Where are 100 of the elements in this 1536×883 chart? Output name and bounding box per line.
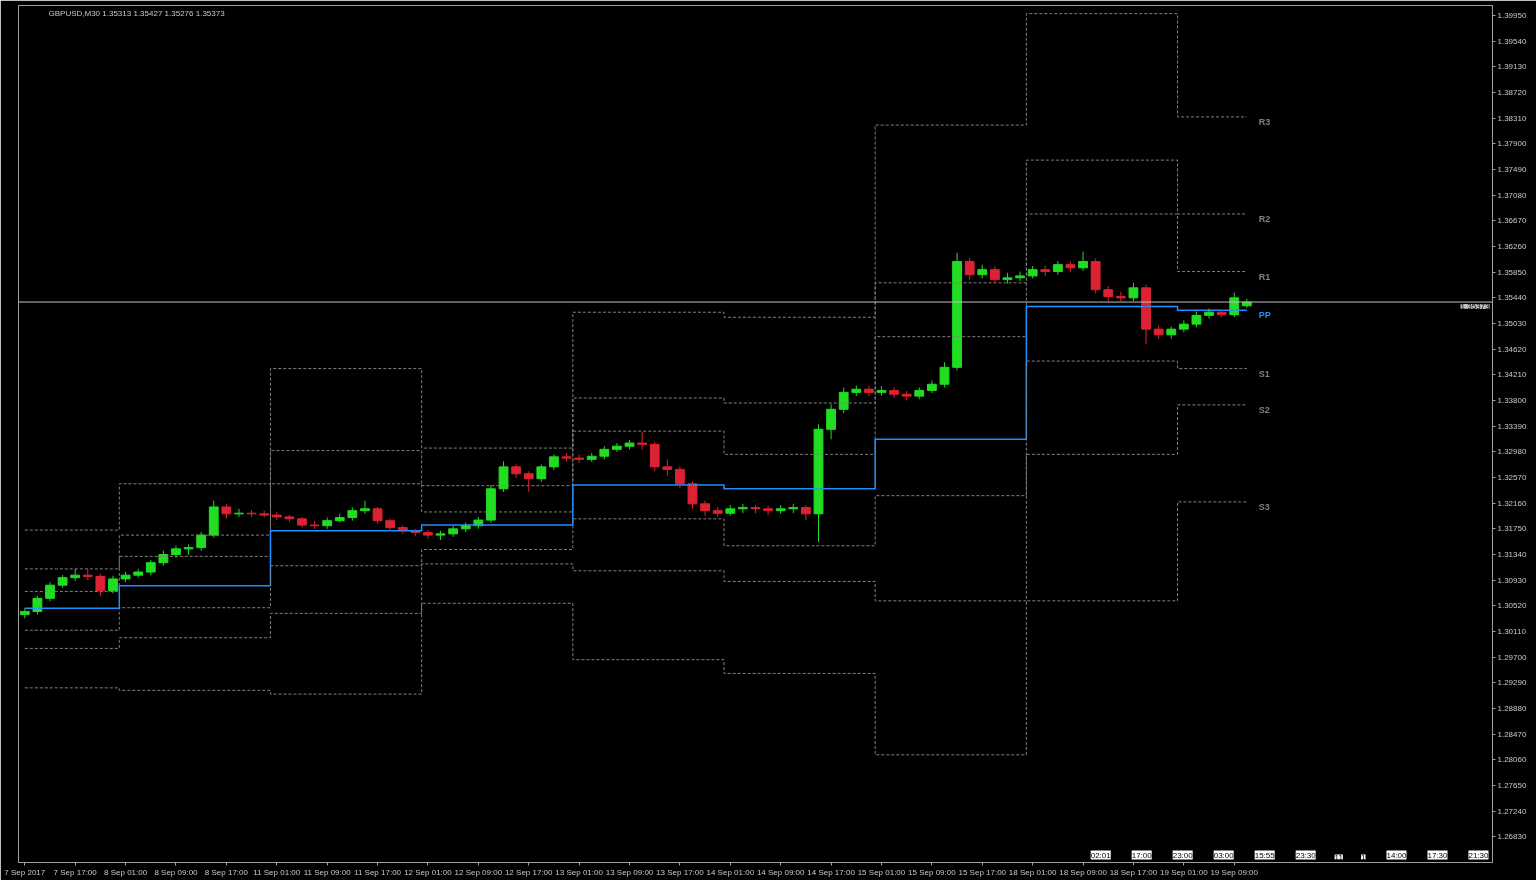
y-tick-label: 1.38720 [1497,88,1527,98]
candlestick [1002,272,1013,284]
candlestick [322,517,333,530]
annotation: 14:00 [1386,850,1408,860]
x-tick-label: 19 Sep 09:00 [1210,867,1259,877]
candlestick [120,571,131,583]
x-tick-label: 18 Sep 01:00 [1008,867,1058,877]
candlestick [372,506,383,525]
candlestick [712,506,723,518]
y-tick-label: 1.35850 [1497,267,1527,277]
candlestick [259,510,270,519]
series-label: PP [1258,310,1271,321]
y-tick-label: 1.30520 [1497,601,1527,611]
candlestick [133,568,144,579]
candlestick [599,445,610,460]
y-tick-label: 1.29700 [1497,652,1527,662]
x-tick-label: 15 Sep 17:00 [958,867,1007,877]
y-tick-label: 1.30110 [1497,627,1527,636]
x-tick-label: 14 Sep 09:00 [756,867,806,877]
candlestick [750,504,761,514]
annotation: 1 [1361,852,1367,862]
x-tick-label: 15 Sep 09:00 [908,867,957,877]
x-tick-label: 14 Sep 17:00 [807,867,856,877]
x-tick-label: 19 Sep 01:00 [1160,867,1209,877]
x-tick-label: 12 Sep 09:00 [454,867,503,877]
candlestick [1128,282,1139,302]
y-tick-label: 1.37080 [1497,190,1527,200]
y-tick-label: 1.32980 [1497,447,1527,457]
y-tick-label: 1.33800 [1497,396,1527,406]
y-tick-label: 1.28880 [1497,704,1527,713]
candlestick [1040,265,1051,277]
annotation: 17:00 [1131,850,1153,860]
candlestick [1090,257,1101,294]
candlestick [662,458,673,477]
y-tick-label: 1.32570 [1497,473,1527,483]
candlestick [574,453,585,464]
y-tick-label: 1.39540 [1497,36,1527,46]
candlestick [1065,261,1076,273]
candlestick [1178,319,1189,333]
candlestick [725,504,736,517]
candlestick [309,520,320,530]
x-tick-label: 12 Sep 01:00 [404,867,453,877]
candlestick [851,384,862,397]
annotation: 17:30 [1427,850,1449,860]
chart-title: GBPUSD,M30 1.35313 1.35427 1.35276 1.35373 [48,8,226,18]
candlestick [145,559,156,576]
y-tick-label: 1.28470 [1497,729,1527,739]
candlestick [939,361,950,388]
candlestick [498,460,509,493]
candlestick [687,480,698,510]
y-tick-label: 1.38310 [1497,113,1527,123]
x-tick-label: 11 Sep 17:00 [354,867,402,877]
candlestick [1166,326,1177,340]
y-tick-label: 1.37900 [1497,139,1527,149]
y-tick-label: 1.32160 [1497,498,1527,508]
candlestick [347,507,358,522]
candlestick [57,574,68,589]
y-tick-label: 1.34620 [1497,344,1527,354]
series-label: R3 [1258,116,1271,127]
series-label: S2 [1258,404,1270,415]
series-label: R1 [1258,271,1271,282]
candlestick [1103,285,1114,302]
candlestick [271,511,282,521]
series-label: S3 [1258,501,1270,512]
candlestick [1191,311,1202,328]
annotation: 23:00 [1172,850,1194,860]
candlestick [586,452,597,463]
candlestick [561,452,572,462]
candlestick [221,503,232,520]
y-tick-label: 1.36260 [1497,242,1527,252]
candlestick [876,385,887,396]
y-tick-label: 1.31340 [1497,550,1527,560]
candlestick [649,441,660,472]
annotation: 11 [1334,852,1344,862]
x-tick-label: 11 Sep 09:00 [303,867,352,877]
series-label: S1 [1258,368,1270,379]
y-tick-label: 1.37490 [1497,165,1527,175]
candlestick [624,439,635,450]
candlestick [914,386,925,400]
candlestick [637,431,648,450]
candlestick [334,513,345,524]
y-tick-label: 1.33390 [1497,421,1527,431]
x-tick-label: 14 Sep 01:00 [706,867,755,877]
candlestick [208,500,219,539]
candlestick [1027,265,1038,279]
x-tick-label: 8 Sep 01:00 [104,867,148,877]
x-tick-label: 18 Sep 17:00 [1109,867,1158,877]
candlestick [964,257,975,281]
y-tick-label: 1.35440 [1497,293,1527,303]
candlestick [423,529,433,540]
x-tick-label: 13 Sep 17:00 [656,867,705,877]
y-tick-label: 1.34210 [1497,370,1527,380]
candlestick [284,514,295,523]
candlestick [19,607,30,619]
y-tick-label: 1.35030 [1497,319,1527,329]
candlestick [435,530,446,541]
x-tick-label: 11 Sep 01:00 [253,867,301,877]
annotation: 21:30 [1468,850,1490,860]
y-tick-label: 1.28060 [1497,755,1527,765]
annotation: 15:55 [1254,850,1276,860]
